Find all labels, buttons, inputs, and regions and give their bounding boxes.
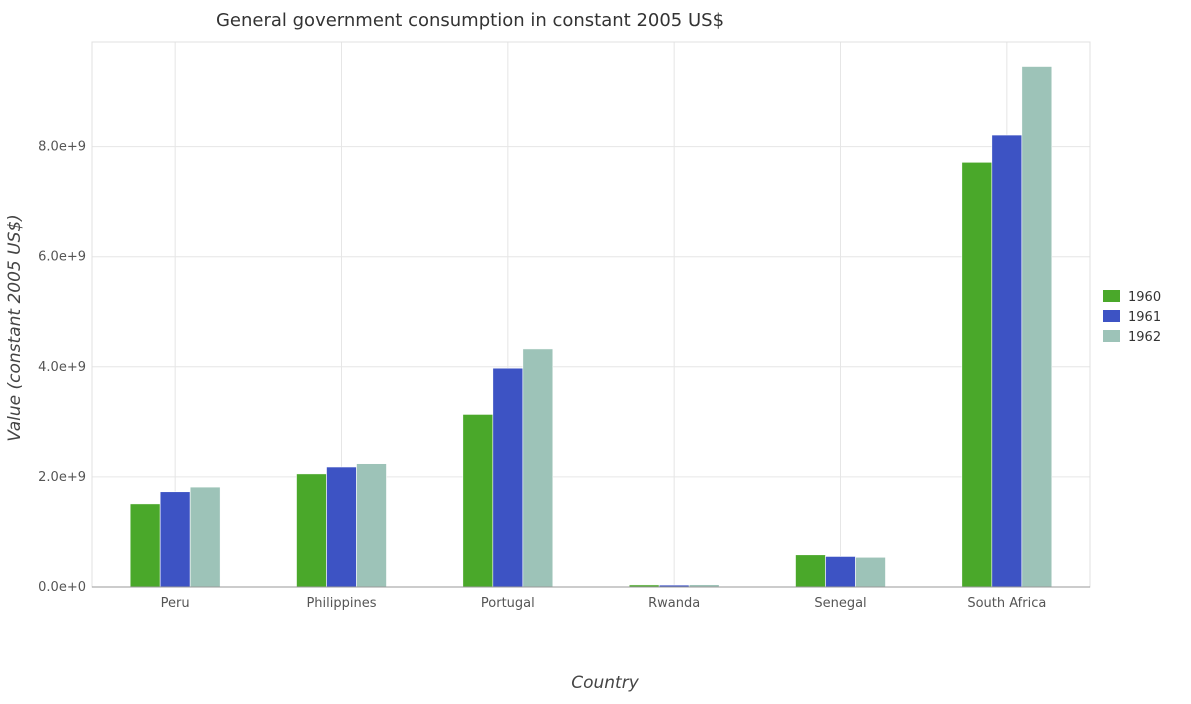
x-tick-label: Rwanda [648, 596, 700, 611]
bar-1961-senegal [825, 556, 856, 588]
legend: 1960 1961 1962 [1103, 290, 1161, 345]
bar-1960-senegal [795, 554, 826, 588]
axes [91, 41, 1091, 588]
x-tick-label: Senegal [814, 596, 866, 611]
y-tick-label: 6.0e+9 [38, 250, 86, 265]
legend-swatch-1962 [1103, 330, 1120, 342]
bars [129, 66, 1053, 588]
bar-1961-portugal [492, 367, 524, 588]
x-tick-labels: Peru Philippines Portugal Rwanda Senegal Sout… [161, 596, 1047, 611]
legend-label-1961: 1961 [1128, 310, 1161, 325]
bar-1961-philippines [326, 466, 357, 588]
bar-1960-philippines [296, 473, 327, 588]
bar-1960-south-africa [961, 161, 993, 588]
x-tick-label: Philippines [306, 596, 376, 611]
y-tick-label: 2.0e+9 [38, 470, 86, 485]
y-tick-labels: 0.0e+0 2.0e+9 4.0e+9 6.0e+9 8.0e+9 [38, 140, 86, 595]
x-tick-label: Portugal [481, 596, 535, 611]
bar-1961-peru [159, 491, 191, 588]
bar-1962-south-africa [1021, 66, 1053, 588]
y-axis-label: Value (constant 2005 US$) [5, 214, 25, 442]
chart-title: General government consumption in consta… [216, 10, 724, 31]
y-tick-label: 0.0e+0 [38, 580, 86, 595]
y-tick-label: 8.0e+9 [38, 140, 86, 155]
x-tick-label: Peru [161, 596, 190, 611]
x-tick-label: South Africa [967, 596, 1046, 611]
legend-swatch-1960 [1103, 290, 1120, 302]
bar-1962-philippines [356, 463, 387, 588]
legend-swatch-1961 [1103, 310, 1120, 322]
x-axis-label: Country [571, 673, 639, 693]
bar-1961-south-africa [991, 134, 1023, 588]
bar-1962-peru [189, 486, 221, 588]
bar-1962-senegal [855, 556, 886, 588]
legend-label-1962: 1962 [1128, 330, 1161, 345]
y-tick-label: 4.0e+9 [38, 360, 86, 375]
bar-1960-peru [129, 503, 161, 588]
bar-1960-portugal [462, 414, 494, 588]
legend-label-1960: 1960 [1128, 290, 1161, 305]
bar-1962-portugal [522, 348, 554, 588]
